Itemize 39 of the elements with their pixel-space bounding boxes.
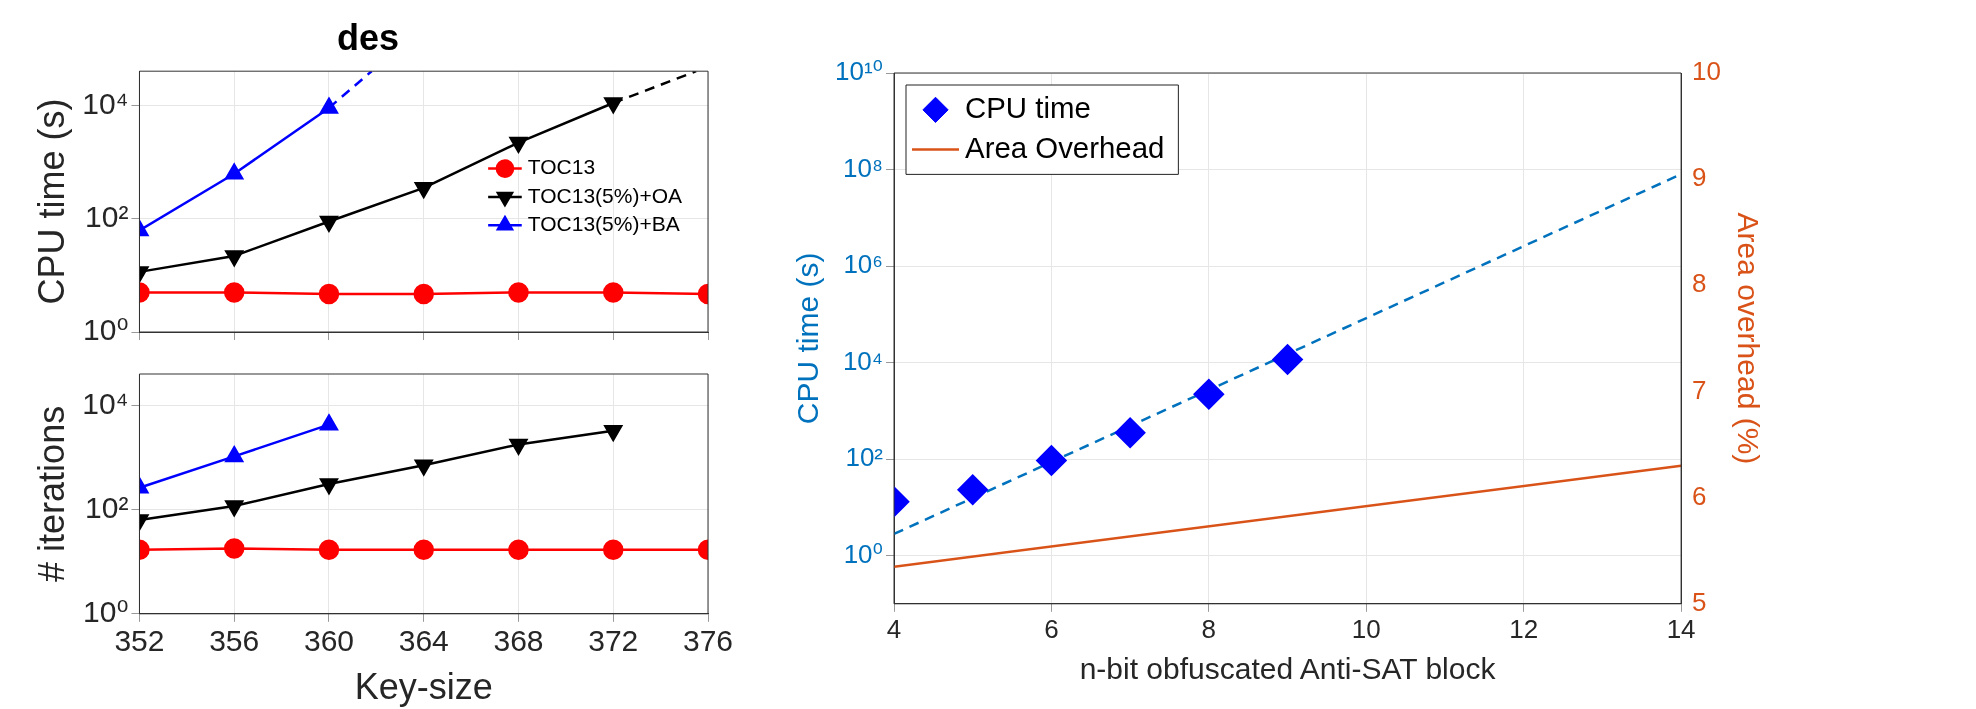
- y2-tick-label: 10: [1692, 56, 1721, 87]
- chart-title: des: [336, 16, 400, 58]
- legend-label: Area Overhead: [965, 130, 1165, 164]
- legend-label: TOC13(5%)+OA: [527, 183, 682, 207]
- legend-label: TOC13: [527, 155, 596, 179]
- y-tick-label: 10⁴: [842, 345, 883, 376]
- x-tick-label: 360: [303, 624, 354, 658]
- y-tick-label: 10²: [845, 442, 884, 473]
- y2-tick-label: 7: [1692, 374, 1707, 405]
- y-axis-title: CPU time (s): [791, 252, 825, 425]
- x-tick-label: 368: [493, 624, 544, 658]
- y-tick-label: 10⁸: [843, 152, 883, 183]
- y-tick-label: 10⁶: [843, 249, 883, 280]
- y-tick-label: 10⁴: [82, 386, 129, 420]
- y2-axis-title: Area overhead (%): [1731, 212, 1765, 465]
- x-tick-label: 8: [1201, 613, 1217, 644]
- y-tick-label: 10⁴: [82, 86, 129, 120]
- y2-tick-label: 6: [1692, 480, 1707, 511]
- legend-label: TOC13(5%)+BA: [527, 212, 680, 236]
- legend-label: CPU time: [965, 90, 1091, 124]
- x-tick-label: 10: [1351, 613, 1381, 644]
- x-axis-title: n-bit obfuscated Anti-SAT block: [1079, 652, 1497, 686]
- y-tick-label: 10⁰: [83, 313, 129, 347]
- y2-tick-label: 8: [1692, 268, 1707, 299]
- x-tick-label: 4: [886, 613, 902, 644]
- y-tick-label: 10¹⁰: [834, 56, 883, 87]
- x-tick-label: 364: [398, 624, 449, 658]
- x-tick-label: 372: [588, 624, 639, 658]
- x-tick-label: 12: [1509, 613, 1539, 644]
- x-tick-label: 6: [1044, 613, 1059, 644]
- x-axis-title: Key-size: [354, 666, 493, 708]
- y-axis-title: CPU time (s): [30, 98, 72, 305]
- x-tick-label: 356: [209, 624, 260, 658]
- y-tick-label: 10⁰: [843, 538, 883, 569]
- y-axis-title: # iterations: [30, 405, 72, 582]
- y2-tick-label: 9: [1692, 162, 1707, 193]
- x-tick-label: 376: [682, 624, 734, 658]
- y-tick-label: 10²: [85, 490, 129, 524]
- y-tick-label: 10²: [85, 199, 129, 233]
